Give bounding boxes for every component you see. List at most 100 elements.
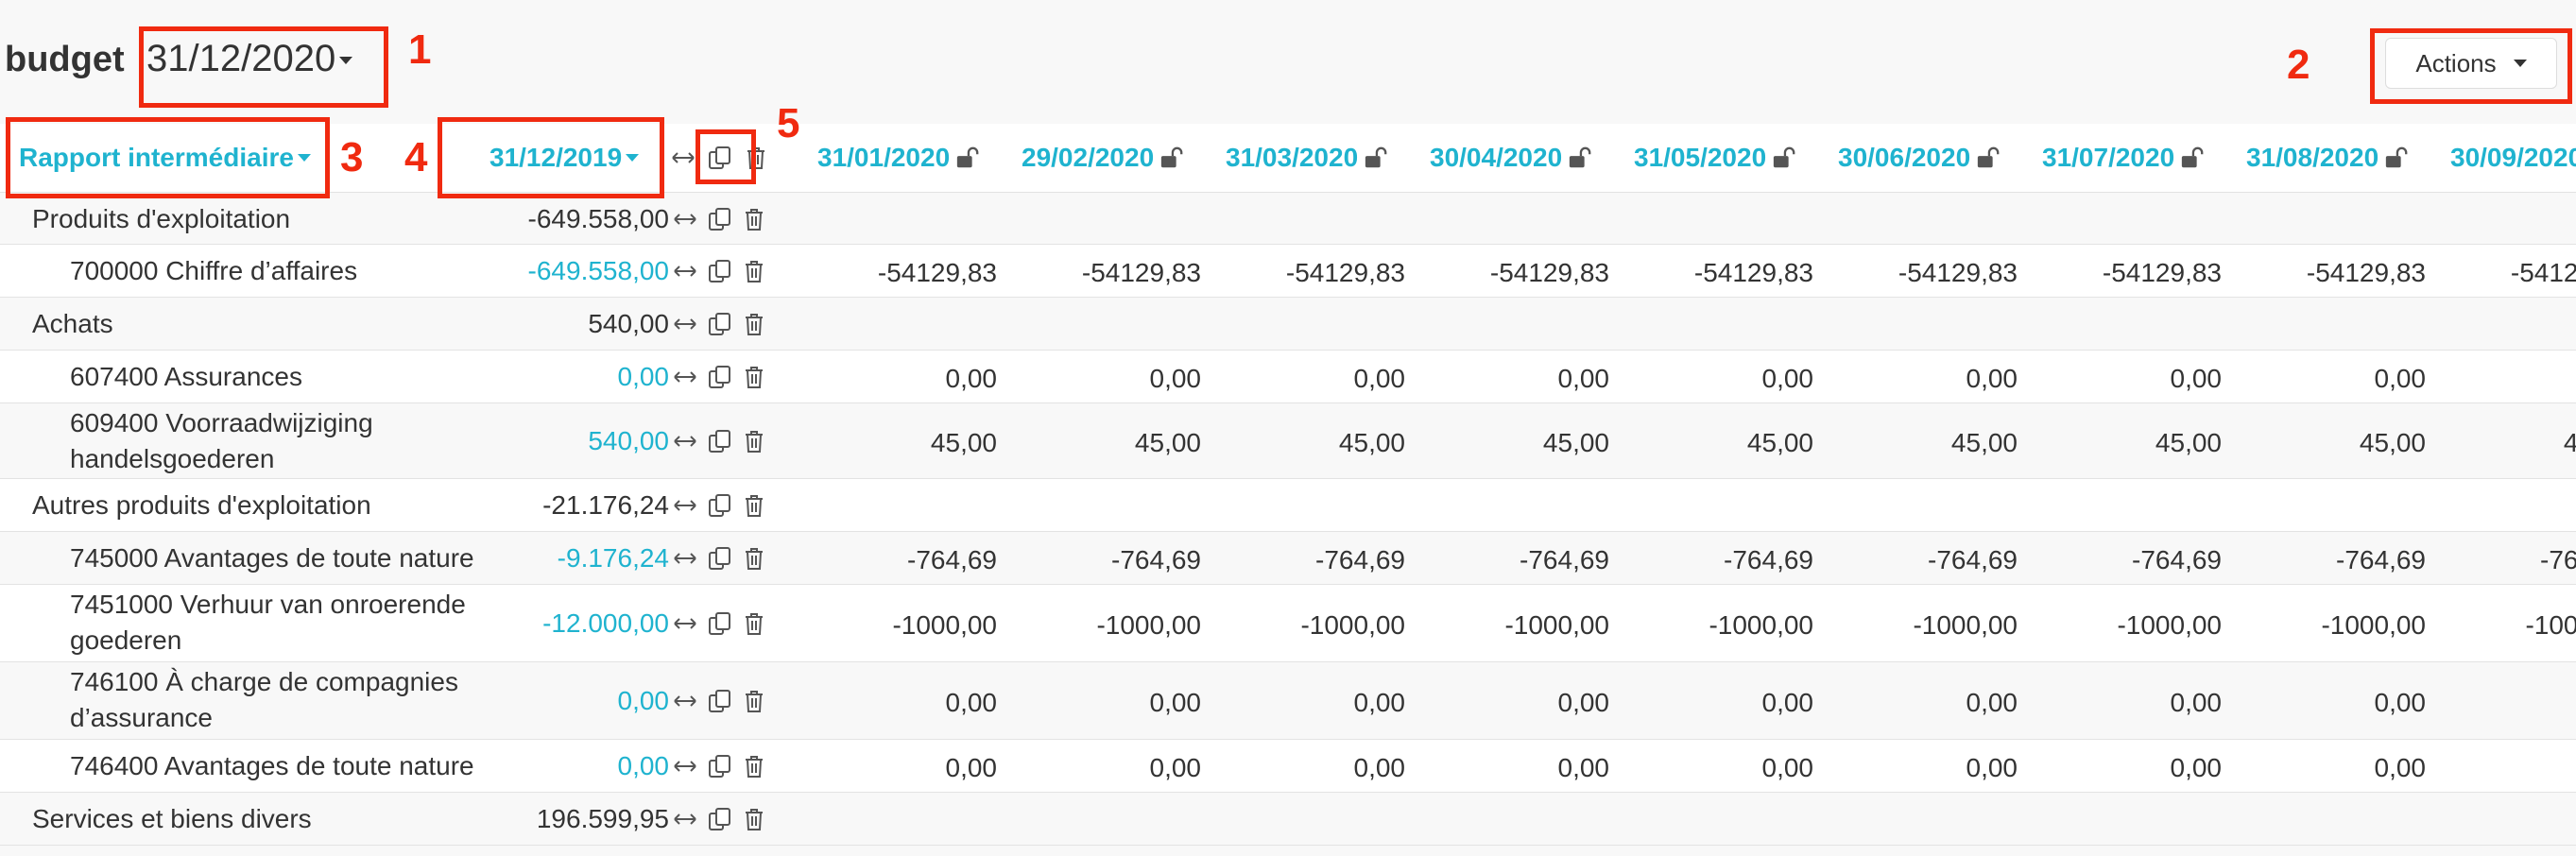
lock-open-icon[interactable] — [2384, 146, 2409, 170]
value-cell[interactable]: -764,69 — [907, 545, 997, 574]
lock-open-icon[interactable] — [1364, 146, 1388, 170]
value-cell[interactable]: 0,00 — [2170, 688, 2223, 717]
copy-icon[interactable] — [707, 545, 733, 572]
value-cell[interactable]: -764,69 — [1111, 545, 1201, 574]
value-cell[interactable]: 0,00 — [1353, 688, 1406, 717]
trash-icon[interactable] — [743, 611, 765, 636]
value-cell[interactable]: -1000,00 — [2525, 610, 2576, 640]
value-cell[interactable]: 45,00 — [1950, 428, 2018, 457]
row-total[interactable]: -649.558,00 — [527, 256, 669, 285]
arrows-horizontal-icon[interactable] — [673, 207, 697, 231]
arrows-horizontal-icon[interactable] — [673, 807, 697, 831]
copy-icon[interactable] — [707, 753, 733, 779]
value-cell[interactable]: -1000,00 — [2321, 610, 2426, 640]
copy-icon[interactable] — [707, 311, 733, 337]
copy-icon[interactable] — [707, 428, 733, 454]
month-column-header[interactable]: 30/04/2020 — [1430, 124, 1592, 192]
arrows-horizontal-icon[interactable] — [673, 611, 697, 636]
value-cell[interactable]: -764,69 — [1724, 545, 1813, 574]
lock-open-icon[interactable] — [955, 146, 980, 170]
value-cell[interactable]: 45,00 — [1746, 428, 1813, 457]
row-total[interactable]: 0,00 — [617, 751, 670, 780]
value-cell[interactable]: -764,69 — [2540, 545, 2576, 574]
value-cell[interactable]: 0,00 — [945, 364, 998, 393]
arrows-horizontal-icon[interactable] — [671, 146, 696, 170]
trash-icon[interactable] — [743, 754, 765, 779]
value-cell[interactable]: -54129,83 — [2510, 258, 2576, 287]
base-period-selector[interactable]: 31/12/2019 — [489, 124, 640, 192]
trash-icon[interactable] — [743, 312, 765, 336]
value-cell[interactable]: -1000,00 — [892, 610, 997, 640]
value-cell[interactable]: -1000,00 — [2117, 610, 2222, 640]
value-cell[interactable]: 0,00 — [1966, 688, 2018, 717]
arrows-horizontal-icon[interactable] — [673, 312, 697, 336]
trash-icon[interactable] — [743, 259, 765, 283]
month-column-header[interactable]: 31/07/2020 — [2042, 124, 2205, 192]
value-cell[interactable]: 45,00 — [1134, 428, 1201, 457]
row-total[interactable]: -9.176,24 — [557, 543, 669, 573]
lock-open-icon[interactable] — [1772, 146, 1796, 170]
value-cell[interactable]: 0,00 — [1557, 364, 1610, 393]
value-cell[interactable]: 0,00 — [1353, 364, 1406, 393]
copy-icon[interactable] — [707, 206, 733, 232]
value-cell[interactable]: 0,00 — [1149, 688, 1202, 717]
value-cell[interactable]: -54129,83 — [1489, 258, 1609, 287]
arrows-horizontal-icon[interactable] — [673, 754, 697, 779]
row-total[interactable]: 0,00 — [617, 686, 670, 715]
value-cell[interactable]: -54129,83 — [1693, 258, 1813, 287]
value-cell[interactable]: 45,00 — [2563, 428, 2576, 457]
trash-icon[interactable] — [743, 429, 765, 454]
row-total[interactable]: 540,00 — [588, 426, 669, 455]
month-column-header[interactable]: 31/01/2020 — [817, 124, 980, 192]
arrows-horizontal-icon[interactable] — [673, 429, 697, 454]
actions-button[interactable]: Actions — [2385, 38, 2557, 89]
value-cell[interactable]: -54129,83 — [1898, 258, 2018, 287]
value-cell[interactable]: 0,00 — [1149, 753, 1202, 782]
value-cell[interactable]: -54129,83 — [1285, 258, 1405, 287]
value-cell[interactable]: -54129,83 — [877, 258, 997, 287]
copy-icon[interactable] — [707, 610, 733, 637]
trash-icon[interactable] — [743, 207, 765, 231]
row-total[interactable]: 0,00 — [617, 362, 670, 391]
copy-icon[interactable] — [707, 492, 733, 519]
value-cell[interactable]: 45,00 — [2359, 428, 2426, 457]
lock-open-icon[interactable] — [2180, 146, 2205, 170]
value-cell[interactable]: -764,69 — [2132, 545, 2222, 574]
value-cell[interactable]: 0,00 — [1761, 688, 1814, 717]
trash-icon[interactable] — [745, 146, 767, 170]
lock-open-icon[interactable] — [1159, 146, 1184, 170]
value-cell[interactable]: -764,69 — [1520, 545, 1609, 574]
copy-icon[interactable] — [707, 688, 733, 714]
value-cell[interactable]: 0,00 — [1557, 688, 1610, 717]
arrows-horizontal-icon[interactable] — [673, 493, 697, 518]
report-selector[interactable]: Rapport intermédiaire — [19, 124, 311, 192]
value-cell[interactable]: 0,00 — [2170, 364, 2223, 393]
arrows-horizontal-icon[interactable] — [673, 689, 697, 713]
arrows-horizontal-icon[interactable] — [673, 546, 697, 571]
value-cell[interactable]: 0,00 — [2170, 753, 2223, 782]
value-cell[interactable]: -1000,00 — [1096, 610, 1201, 640]
copy-icon[interactable] — [707, 364, 733, 390]
copy-icon[interactable] — [707, 806, 733, 832]
value-cell[interactable]: 0,00 — [1761, 364, 1814, 393]
value-cell[interactable]: -1000,00 — [1913, 610, 2018, 640]
trash-icon[interactable] — [743, 546, 765, 571]
value-cell[interactable]: 0,00 — [1557, 753, 1610, 782]
trash-icon[interactable] — [743, 807, 765, 831]
value-cell[interactable]: 0,00 — [945, 753, 998, 782]
trash-icon[interactable] — [743, 493, 765, 518]
arrows-horizontal-icon[interactable] — [673, 259, 697, 283]
month-column-header[interactable]: 31/05/2020 — [1634, 124, 1796, 192]
value-cell[interactable]: 45,00 — [1338, 428, 1405, 457]
value-cell[interactable]: 0,00 — [1966, 753, 2018, 782]
value-cell[interactable]: -1000,00 — [1504, 610, 1609, 640]
value-cell[interactable]: 0,00 — [1761, 753, 1814, 782]
month-column-header[interactable]: 29/02/2020 — [1022, 124, 1184, 192]
value-cell[interactable]: 45,00 — [2155, 428, 2222, 457]
trash-icon[interactable] — [743, 689, 765, 713]
year-selector[interactable]: 31/12/2020 — [146, 38, 353, 80]
value-cell[interactable]: -54129,83 — [1081, 258, 1201, 287]
month-column-header[interactable]: 30/06/2020 — [1838, 124, 2001, 192]
value-cell[interactable]: -1000,00 — [1709, 610, 1813, 640]
value-cell[interactable]: 0,00 — [945, 688, 998, 717]
